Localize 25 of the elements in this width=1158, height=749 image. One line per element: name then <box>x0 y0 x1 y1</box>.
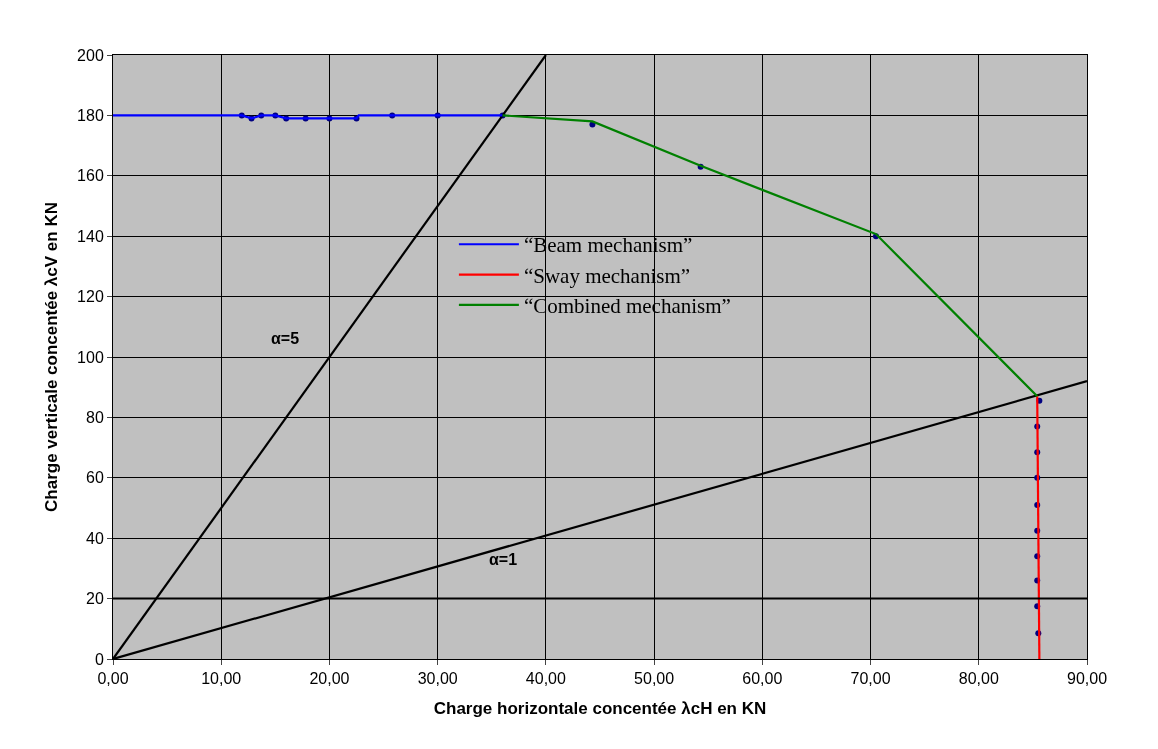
y-tick-label: 180 <box>77 107 104 124</box>
y-tick-label: 0 <box>94 650 104 668</box>
y-tick-label: 40 <box>86 529 104 547</box>
x-tick-label: 20,00 <box>309 670 350 688</box>
x-tick-label: 80,00 <box>958 670 999 688</box>
y-axis-title: Charge verticale concentée λcV en KN <box>41 202 61 512</box>
y-tick-label: 100 <box>77 348 104 366</box>
x-tick-label: 70,00 <box>850 670 891 688</box>
x-tick-label: 60,00 <box>742 670 783 688</box>
y-tick-label: 60 <box>86 469 104 487</box>
x-axis-title: Charge horizontale concentée λcH en KN <box>433 698 767 718</box>
annotation: α=5 <box>271 330 300 347</box>
x-tick-label: 90,00 <box>1066 670 1108 688</box>
y-tick-label: 20 <box>86 590 104 608</box>
x-tick-label: 10,00 <box>201 670 242 688</box>
x-tick-label: 40,00 <box>525 670 567 688</box>
y-tick-label: 140 <box>77 227 104 245</box>
y-tick-label: 160 <box>77 167 104 185</box>
y-tick-label: 200 <box>77 46 104 64</box>
y-tick-label: 80 <box>86 409 104 426</box>
x-tick-label: 0,00 <box>97 670 129 688</box>
y-tick-label: 120 <box>77 288 104 306</box>
x-tick-label: 30,00 <box>417 670 458 688</box>
x-tick-label: 50,00 <box>634 670 675 688</box>
annotation: α=1 <box>489 551 518 568</box>
